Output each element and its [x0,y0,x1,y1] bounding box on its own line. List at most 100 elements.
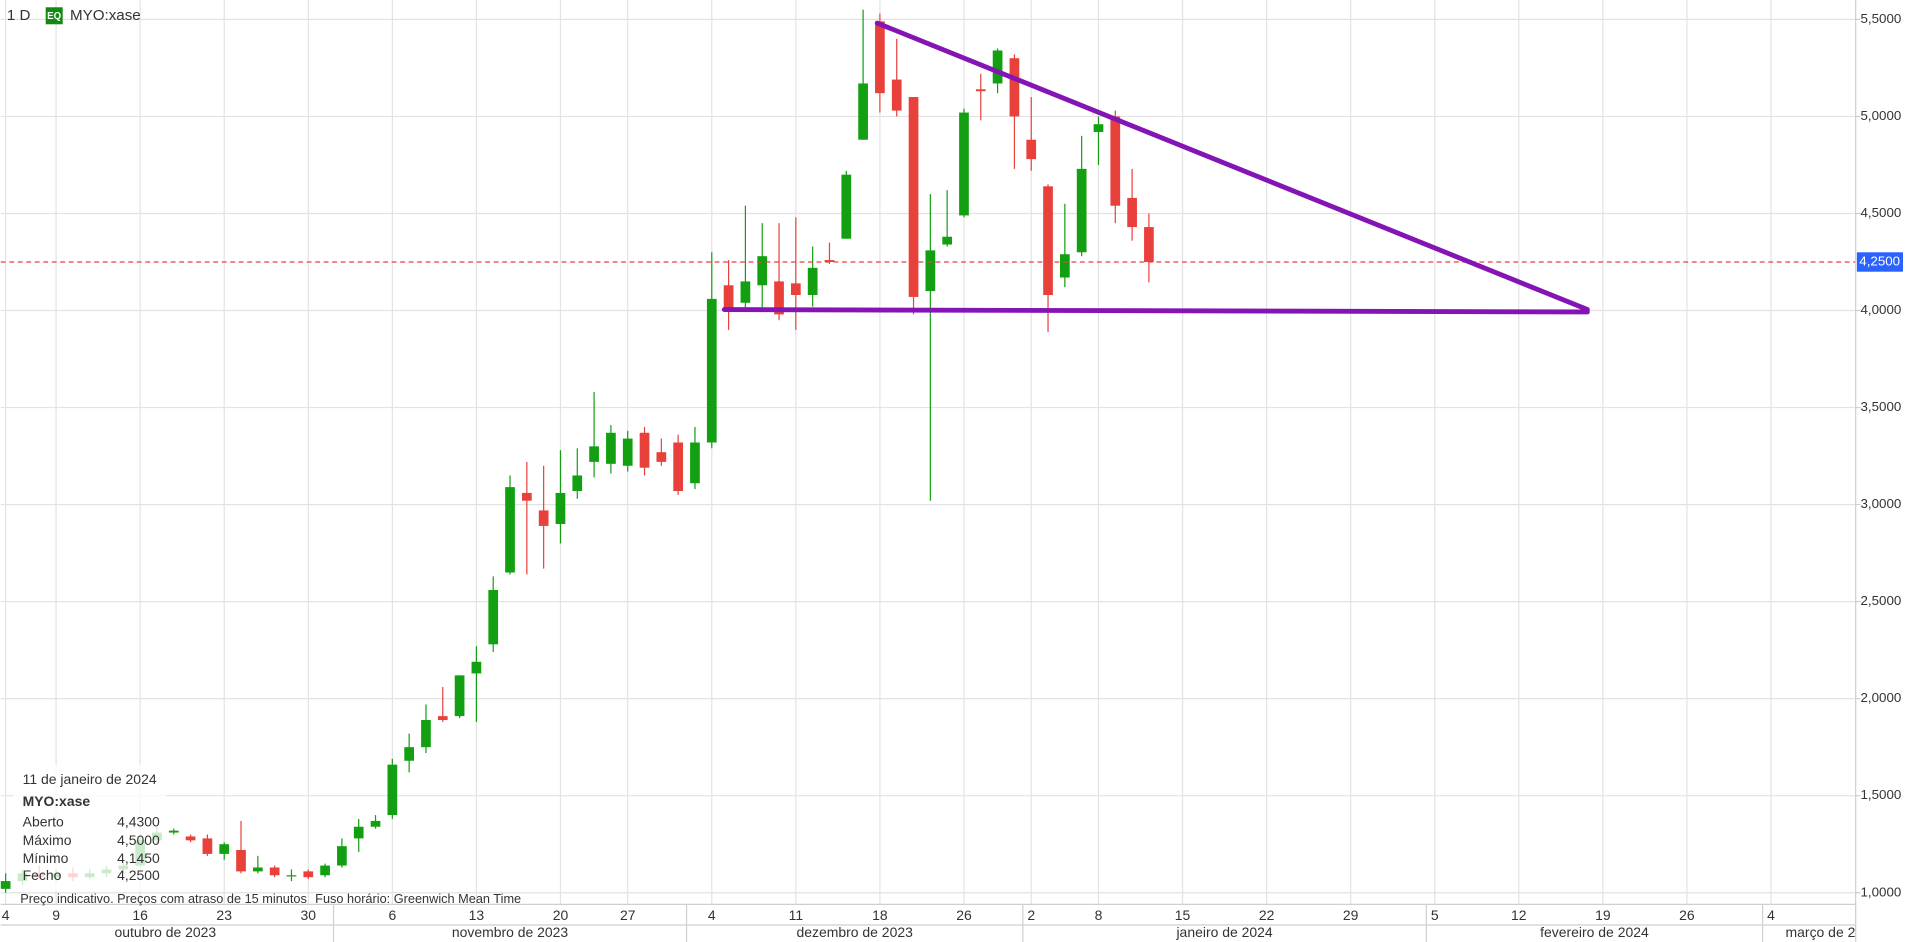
candle-body [1043,186,1053,295]
candle-body [1127,197,1137,228]
candle-body [807,267,818,295]
candle-body [421,720,431,748]
month-label: fevereiro de 2024 [1540,924,1649,940]
x-tick-label: 18 [872,907,888,923]
candle-body [219,844,230,854]
x-tick-label: 4 [1767,907,1775,923]
x-tick-label: 11 [789,907,804,923]
x-tick-label: 2 [1027,907,1035,923]
y-tick-label: 4,0000 [1861,302,1902,317]
x-tick-label: 26 [1679,907,1695,923]
candle-body [1026,139,1037,160]
grid-layer [0,0,1856,905]
candle-body [891,79,902,111]
candle-body [639,432,650,468]
info-bg [12,764,166,892]
y-tick-label: 4,5000 [1861,205,1902,220]
candle-body [774,281,784,315]
candle-body [488,589,499,645]
candle-body [589,446,599,462]
trendlines [721,20,1590,315]
candle-body [471,661,482,674]
month-label: dezembro de 2023 [797,924,914,940]
month-label: novembro de 2023 [452,924,569,940]
x-tick-label: 13 [469,907,485,923]
candle-body [690,442,700,484]
y-tick-label: 5,0000 [1861,108,1902,123]
x-tick-label: 8 [1095,907,1103,923]
candle-body [168,830,179,833]
candle-body [538,510,549,526]
y-tick-label: 2,0000 [1861,690,1902,705]
candle-body [673,442,684,491]
info-label: Aberto [23,814,64,830]
candle-body [303,871,314,878]
last-price-tag [1856,252,1903,272]
interval: 1 D [7,7,31,24]
badge: EQ [47,11,61,22]
x-tick-label: 15 [1175,907,1191,923]
candle-body [353,826,364,839]
info-value: 4,5000 [117,832,160,848]
x-tick-label: 6 [388,907,396,923]
candle-body [555,492,566,524]
x-tick-label: 26 [956,907,972,923]
y-tick-label: 1,0000 [1861,884,1902,899]
candle-body [320,865,330,876]
candle-body [1093,124,1104,132]
candle-body [236,850,246,872]
x-tick-label: 23 [216,907,232,923]
candle-body [505,487,515,573]
candle-body [572,475,583,491]
candle-body [908,97,919,297]
info-value: 4,4300 [117,814,160,830]
candle-body [252,867,263,872]
candle-body [1144,227,1154,262]
y-tick-label: 1,5000 [1861,787,1902,802]
candle-body [925,250,936,292]
candle-body [202,838,213,854]
candle-body [1009,58,1020,117]
trendline-lower [721,307,1590,315]
candle-body [942,236,953,245]
candle-body [858,83,868,140]
x-tick-label: 29 [1343,907,1359,923]
info-value: 4,1450 [117,850,160,866]
candle-body [337,846,347,866]
info-box: 11 de janeiro de 2024 MYO:xase Aberto 4,… [12,764,166,892]
candle-body [185,836,196,841]
x-tick-label: 22 [1259,907,1275,923]
x-tick-label: 20 [553,907,569,923]
candle-body [841,174,852,239]
x-tick-label: 12 [1511,907,1527,923]
month-label: outubro de 2023 [115,924,217,940]
candle-body [723,285,734,309]
x-tick-label: 4 [2,907,10,923]
candle-body [1076,168,1087,253]
candle-body [0,881,11,889]
footer-note: Preço indicativo. Preços com atraso de 1… [20,891,307,906]
symbol: MYO:xase [70,7,141,24]
last-price-label: 4,2500 [1859,254,1900,269]
candle-body [975,89,986,92]
candle-layer [0,9,1856,893]
info-label: Fecho [23,867,62,883]
candle-body [790,283,801,295]
candle-body [824,260,835,262]
x-tick-label: 5 [1431,907,1439,923]
candle-body [757,256,768,286]
candle-body [992,50,1003,84]
candle-body [875,21,885,94]
candle-body [1059,254,1070,278]
x-tick-label: 19 [1595,907,1611,923]
x-tick-label: 9 [52,907,60,923]
y-tick-label: 2,5000 [1861,593,1902,608]
candle-body [437,716,448,721]
footer-timezone: Fuso horário: Greenwich Mean Time [315,891,521,906]
x-tick-label: 16 [132,907,148,923]
y-tick-label: 5,5000 [1861,11,1902,26]
info-label: Mínimo [23,850,69,866]
candle-body [370,820,381,827]
candle-body [606,432,616,464]
